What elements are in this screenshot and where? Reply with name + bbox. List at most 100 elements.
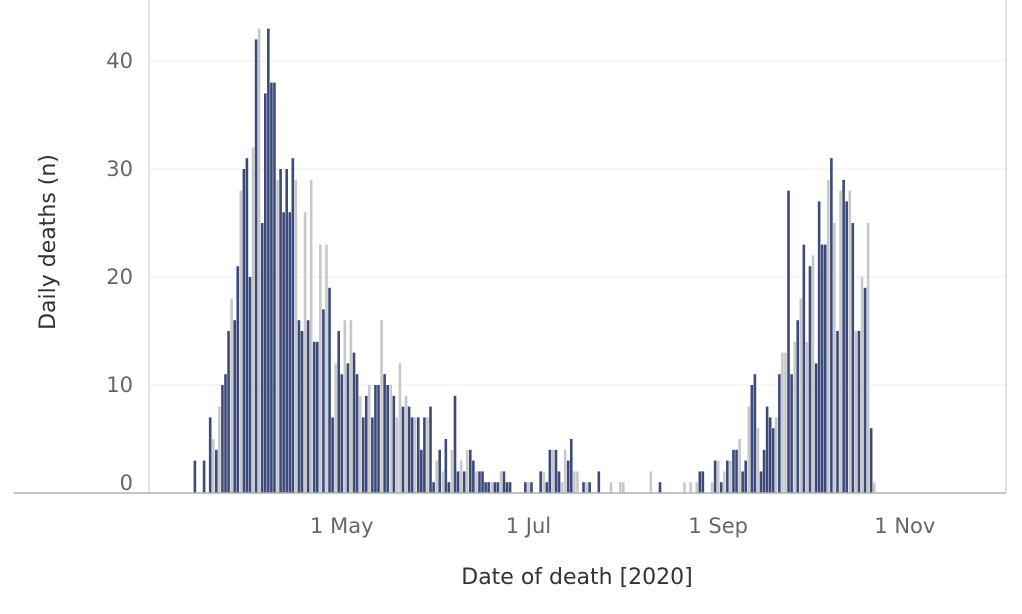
bar <box>563 449 567 493</box>
bar <box>860 277 864 493</box>
bar <box>343 320 347 493</box>
bar <box>349 320 353 493</box>
bar <box>380 320 383 493</box>
bar <box>233 320 236 493</box>
bar <box>279 169 282 493</box>
bar <box>557 471 561 493</box>
x-tick-label: 1 Sep <box>688 514 748 538</box>
bar <box>716 460 720 493</box>
bar <box>361 417 365 493</box>
bar <box>221 385 224 493</box>
bar <box>554 449 558 493</box>
bar <box>254 39 258 494</box>
bar <box>576 471 579 493</box>
bar <box>407 406 411 493</box>
bar <box>423 417 426 493</box>
bar <box>814 363 818 493</box>
bar <box>429 406 432 493</box>
bar <box>374 385 377 493</box>
bar <box>683 482 686 493</box>
bar <box>827 179 830 494</box>
bar <box>805 341 809 493</box>
bar <box>303 212 307 493</box>
y-tick-label: 10 <box>106 373 133 397</box>
bar <box>738 439 741 493</box>
bar <box>729 460 732 493</box>
bar <box>245 158 249 493</box>
bar <box>193 460 197 493</box>
bar <box>242 169 246 493</box>
bar <box>208 417 212 493</box>
bar <box>413 417 417 493</box>
bar <box>453 395 457 493</box>
bar <box>530 482 533 493</box>
bar <box>352 352 356 493</box>
bar <box>863 287 867 493</box>
bar <box>337 331 341 493</box>
bar <box>872 482 876 493</box>
bar <box>392 395 396 493</box>
bar <box>273 82 276 493</box>
bar <box>420 449 423 493</box>
bar <box>364 395 368 493</box>
bar <box>355 374 359 493</box>
bar <box>490 482 494 493</box>
bar <box>441 471 445 493</box>
bar <box>465 449 469 493</box>
y-tick-label: 40 <box>106 49 133 73</box>
x-tick-label: 1 Nov <box>874 514 935 538</box>
bar <box>319 244 322 493</box>
bar <box>447 482 451 493</box>
x-tick-labels: 1 May 1 Jul 1 Sep 1 Nov <box>310 514 935 538</box>
bar <box>294 179 298 494</box>
bar <box>765 406 769 493</box>
bar <box>658 482 662 493</box>
bar <box>695 482 699 493</box>
bar <box>649 471 653 493</box>
bar <box>762 449 766 493</box>
bar <box>215 449 218 493</box>
x-tick-label: 1 Jul <box>506 514 551 538</box>
bar <box>548 449 552 493</box>
bar <box>481 471 484 493</box>
bar <box>257 28 261 493</box>
bar <box>410 417 414 493</box>
bar <box>588 482 591 493</box>
bar <box>224 374 227 493</box>
bar <box>462 471 466 493</box>
bar <box>322 309 325 493</box>
bar <box>426 417 429 493</box>
bar <box>839 190 842 493</box>
bar <box>340 374 344 493</box>
bar <box>435 460 438 493</box>
bar <box>698 471 702 493</box>
bar <box>848 190 852 493</box>
bar <box>459 460 463 493</box>
bar <box>236 266 240 493</box>
bar <box>585 482 588 493</box>
bar <box>389 385 393 493</box>
x-tick-label: 1 May <box>310 514 373 538</box>
bar <box>836 331 839 493</box>
bar <box>869 428 873 493</box>
bar <box>472 460 475 493</box>
bar <box>622 482 625 493</box>
bar <box>726 460 729 493</box>
bar <box>239 190 243 493</box>
bar <box>545 482 549 493</box>
bar <box>851 223 855 493</box>
bar <box>398 363 402 493</box>
bar <box>542 471 546 493</box>
bar <box>260 223 264 493</box>
bar <box>416 417 420 493</box>
bar <box>432 482 435 493</box>
bar <box>395 417 399 493</box>
x-axis-title: Date of death [2020] <box>461 565 692 590</box>
bar <box>496 482 500 493</box>
bar <box>710 482 714 493</box>
bar <box>735 449 738 493</box>
bar <box>775 417 778 493</box>
bar <box>753 374 757 493</box>
bar <box>484 482 487 493</box>
bar <box>582 482 585 493</box>
